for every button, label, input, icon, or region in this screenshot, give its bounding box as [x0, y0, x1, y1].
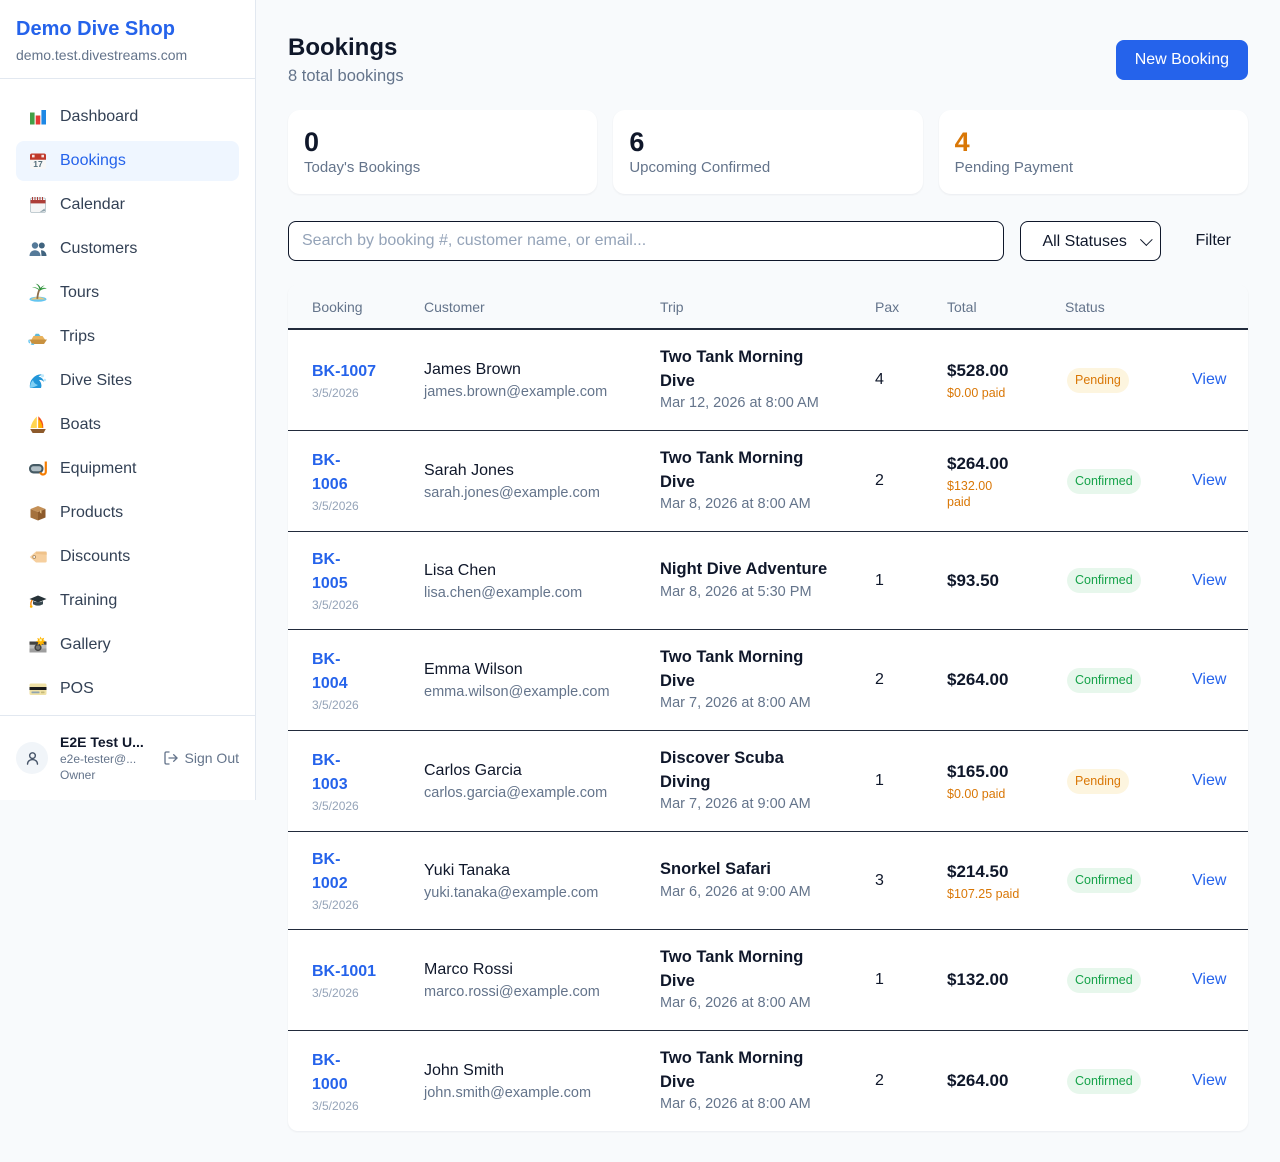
svg-text:17: 17: [33, 159, 43, 169]
